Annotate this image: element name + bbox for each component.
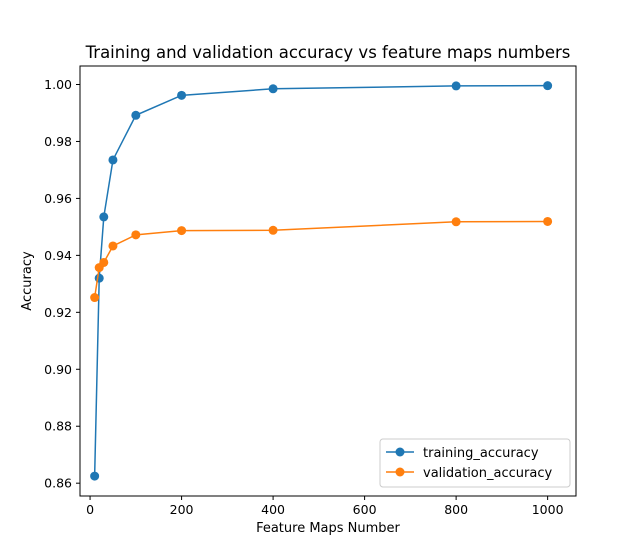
x-tick-label: 600 — [353, 502, 377, 517]
data-point-training_accuracy — [268, 84, 278, 94]
x-axis-label: Feature Maps Number — [256, 521, 400, 536]
legend-label-validation: validation_accuracy — [423, 466, 552, 481]
series-layer — [90, 81, 553, 481]
y-tick-label: 0.94 — [44, 248, 72, 263]
x-tick-label: 0 — [86, 502, 94, 517]
y-tick-label: 0.92 — [44, 305, 72, 320]
legend-box — [379, 438, 571, 488]
data-point-validation_accuracy — [177, 226, 187, 236]
data-point-validation_accuracy — [99, 257, 109, 267]
x-axis: 0 200 400 600 800 1000 — [86, 496, 564, 517]
y-tick-label: 1.00 — [44, 77, 72, 92]
data-point-training_accuracy — [108, 155, 118, 165]
data-point-validation_accuracy — [131, 230, 141, 240]
y-axis: 0.86 0.88 0.90 0.92 0.94 0.96 0.98 1.00 — [44, 77, 80, 491]
y-tick-label: 0.98 — [44, 134, 72, 149]
data-point-validation_accuracy — [268, 225, 278, 235]
x-tick-label: 1000 — [532, 502, 564, 517]
data-point-training_accuracy — [90, 471, 100, 481]
legend-label-training: training_accuracy — [423, 446, 539, 461]
data-point-training_accuracy — [451, 81, 461, 91]
x-tick-label: 800 — [444, 502, 468, 517]
data-point-validation_accuracy — [90, 293, 100, 303]
data-point-validation_accuracy — [451, 217, 461, 227]
y-tick-label: 0.96 — [44, 191, 72, 206]
legend-marker-training — [395, 447, 405, 457]
y-tick-label: 0.86 — [44, 476, 72, 491]
y-axis-label: Accuracy — [20, 251, 35, 311]
data-point-training_accuracy — [543, 81, 553, 91]
y-tick-label: 0.90 — [44, 362, 72, 377]
plot-area — [79, 65, 577, 497]
data-point-training_accuracy — [131, 110, 141, 120]
legend: training_accuracy validation_accuracy — [379, 438, 571, 488]
data-point-training_accuracy — [177, 90, 187, 100]
data-point-validation_accuracy — [543, 216, 553, 226]
data-point-training_accuracy — [94, 273, 104, 283]
x-tick-label: 200 — [170, 502, 194, 517]
data-point-training_accuracy — [99, 212, 109, 222]
x-tick-label: 400 — [261, 502, 285, 517]
legend-marker-validation — [395, 467, 405, 477]
chart-title: Training and validation accuracy vs feat… — [85, 43, 571, 62]
y-tick-label: 0.88 — [44, 419, 72, 434]
data-point-validation_accuracy — [108, 241, 118, 251]
